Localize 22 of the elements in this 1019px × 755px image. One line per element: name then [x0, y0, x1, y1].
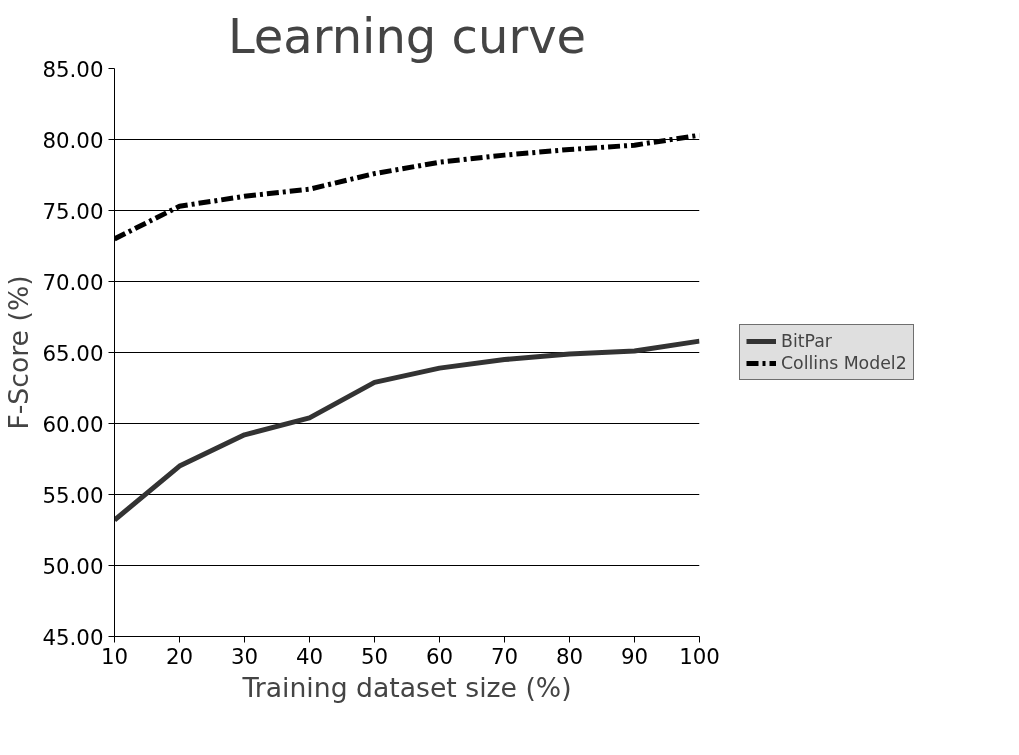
x-tick-label: 100: [679, 643, 720, 669]
x-tick-label: 20: [165, 643, 194, 669]
x-tick-label: 60: [425, 643, 454, 669]
x-axis-title: Training dataset size (%): [241, 671, 572, 703]
y-tick-label: 85.00: [42, 56, 104, 82]
x-tick-label: 80: [555, 643, 584, 669]
x-tick-label: 30: [230, 643, 259, 669]
legend-label: BitPar: [781, 331, 832, 351]
y-tick-label: 60.00: [42, 411, 104, 437]
y-axis-title: F-Score (%): [3, 275, 35, 430]
y-tick-label: 50.00: [42, 553, 104, 579]
x-tick-label: 50: [360, 643, 389, 669]
y-tick-label: 70.00: [42, 269, 104, 295]
y-tick-label: 80.00: [42, 127, 104, 153]
legend-label: Collins Model2: [781, 353, 907, 373]
x-tick-label: 90: [620, 643, 649, 669]
y-tick-label: 75.00: [42, 198, 104, 224]
y-tick-label: 65.00: [42, 340, 104, 366]
y-tick-label: 55.00: [42, 482, 104, 508]
chart-title: Learning curve: [227, 7, 587, 64]
x-tick-label: 40: [295, 643, 324, 669]
x-tick-label: 70: [490, 643, 519, 669]
